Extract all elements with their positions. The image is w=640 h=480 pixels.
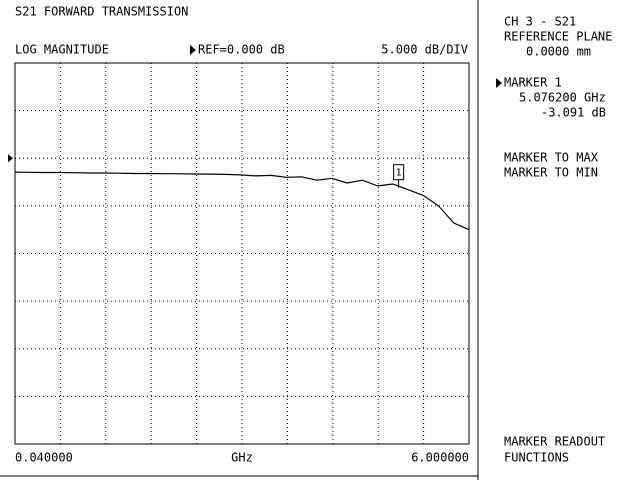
x-axis-label: GHz (231, 451, 253, 465)
ref-plane-value: 0.0000 mm (526, 45, 591, 59)
trace (14, 171, 470, 231)
channel-label: CH 3 - S21 (504, 15, 576, 29)
marker-box (393, 164, 405, 181)
marker-freq: 5.076200 GHz (519, 91, 606, 105)
marker-value: -3.091 dB (541, 106, 606, 120)
softkey[interactable]: MARKER TO MAX (504, 151, 599, 165)
chart-title: S21 FORWARD TRANSMISSION (15, 5, 188, 19)
reference-label: REF=0.000 dB (198, 43, 285, 57)
x-tick-label: 0.040000 (15, 451, 73, 465)
ref-plane-label: REFERENCE PLANE (504, 30, 612, 44)
footer-label: FUNCTIONS (504, 451, 569, 465)
ref-arrow-icon (190, 45, 196, 55)
marker-name: MARKER 1 (504, 76, 562, 90)
format-label: LOG MAGNITUDE (15, 43, 109, 57)
softkey[interactable]: MARKER TO MIN (504, 166, 598, 180)
x-tick-label: 6.000000 (411, 451, 469, 465)
scale-label: 5.000 dB/DIV (381, 43, 468, 57)
footer-label: MARKER READOUT (504, 435, 605, 449)
marker-label: 1 (396, 168, 402, 179)
plot-frame (14, 62, 470, 445)
marker-pointer-icon (496, 78, 502, 88)
reference-marker (8, 154, 13, 163)
